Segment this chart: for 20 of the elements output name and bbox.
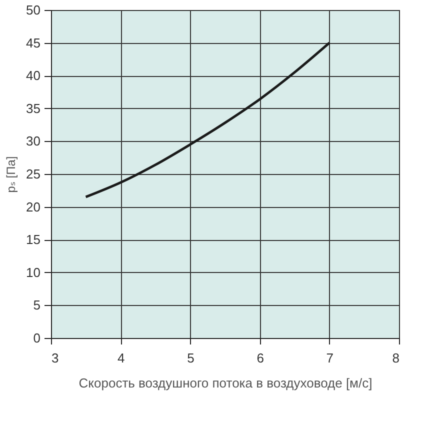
x-axis-title: Скорость воздушного потока в воздуховоде [м/с] (78, 376, 372, 390)
y-tick-label: 5 (33, 298, 40, 313)
x-tick-label: 7 (326, 350, 334, 366)
y-axis-title: pₛ [Па] (4, 156, 18, 193)
y-tick-label: 25 (26, 166, 40, 182)
x-tick-label: 5 (187, 350, 194, 366)
y-tick-label: 40 (26, 68, 40, 84)
x-tick-label: 6 (256, 350, 264, 366)
x-tick-label: 8 (392, 350, 400, 366)
y-tick-label: 20 (26, 199, 40, 214)
y-tick-label: 45 (26, 35, 40, 50)
y-tick-label: 50 (26, 2, 40, 18)
line-series (84, 42, 331, 198)
y-tick-label: 10 (26, 264, 40, 280)
x-tick-label: 4 (117, 350, 125, 366)
y-tick-label: 35 (26, 100, 40, 116)
y-tick-label: 30 (26, 134, 40, 149)
x-tick-label: 3 (52, 350, 59, 366)
y-tick-label: 15 (26, 232, 40, 248)
y-tick-label: 0 (33, 330, 40, 346)
